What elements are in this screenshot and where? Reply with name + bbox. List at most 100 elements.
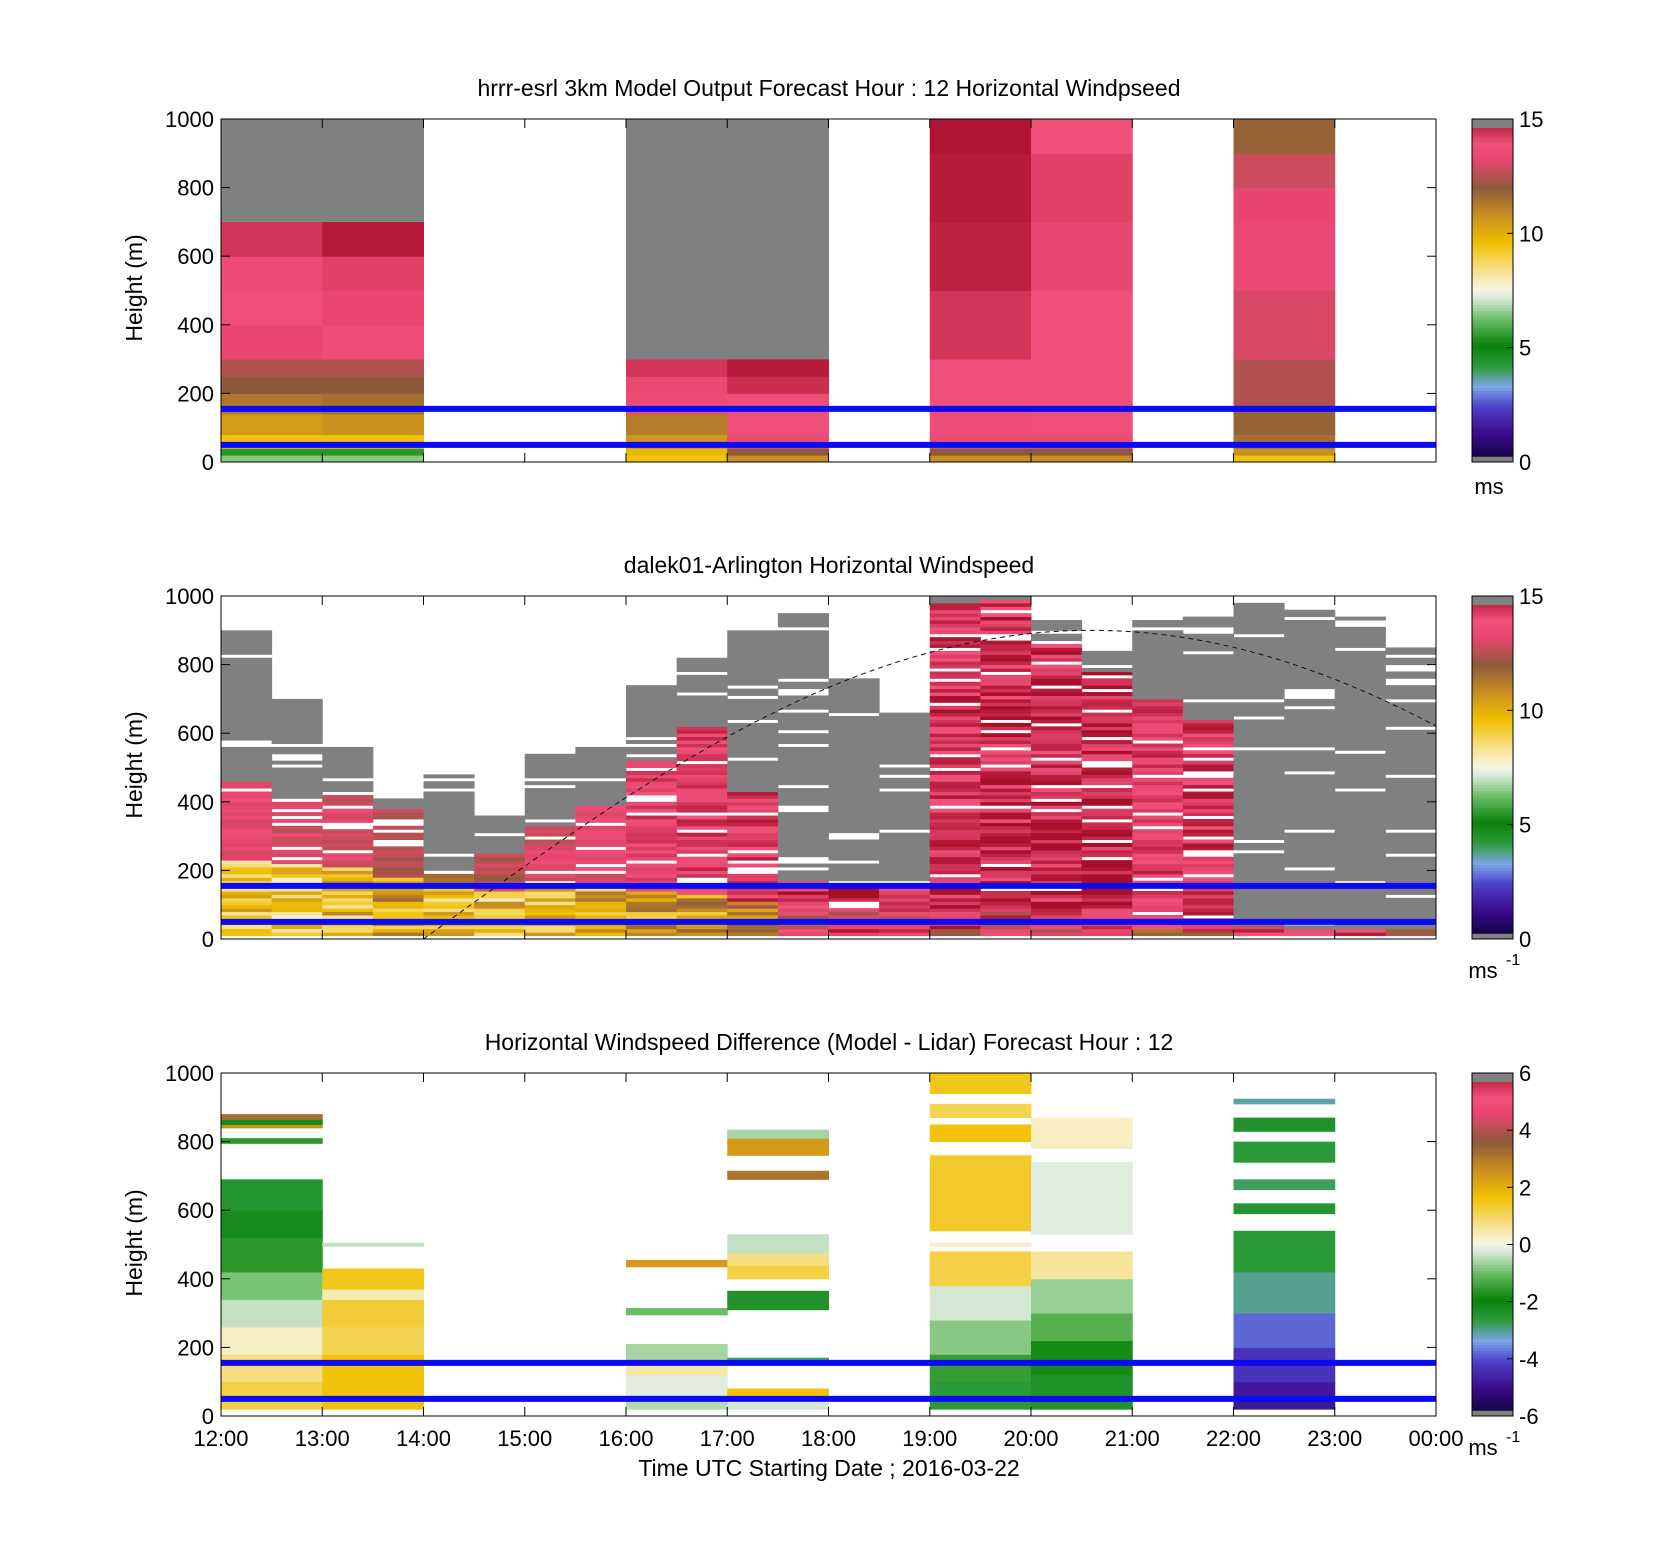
- windspeed-cell: [1233, 784, 1285, 789]
- windspeed-cell: [828, 908, 880, 913]
- windspeed-cell: [1031, 740, 1083, 744]
- windspeed-cell: [271, 774, 323, 779]
- windspeed-cell: [524, 805, 576, 810]
- windspeed-cell: [1233, 760, 1285, 765]
- windspeed-cell: [727, 726, 779, 731]
- windspeed-cell: [676, 825, 728, 830]
- windspeed-cell: [1132, 633, 1184, 638]
- windspeed-cell: [1334, 729, 1386, 734]
- windspeed-cell: [980, 928, 1032, 933]
- windspeed-cell: [474, 911, 526, 916]
- windspeed-cell: [1081, 722, 1133, 727]
- windspeed-cell: [676, 887, 728, 892]
- colorbar-swatch: [1472, 444, 1513, 449]
- windspeed-cell: [1233, 640, 1285, 645]
- difference-cell: [322, 1326, 424, 1355]
- windspeed-cell: [980, 757, 1032, 762]
- colorbar-swatch: [1472, 764, 1513, 768]
- windspeed-cell: [929, 746, 981, 751]
- windspeed-cell: [828, 808, 880, 813]
- windspeed-cell: [929, 863, 981, 868]
- windspeed-cell: [929, 153, 1032, 223]
- windspeed-cell: [1233, 410, 1336, 436]
- colorbar-swatch: [1472, 881, 1513, 886]
- windspeed-cell: [828, 932, 880, 937]
- windspeed-cell: [1031, 925, 1083, 930]
- windspeed-cell: [727, 359, 829, 377]
- windspeed-cell: [727, 856, 779, 861]
- windspeed-cell: [879, 925, 931, 930]
- colorbar-swatch: [1472, 1184, 1513, 1188]
- windspeed-cell: [423, 911, 475, 916]
- windspeed-cell: [1081, 757, 1133, 762]
- windspeed-cell: [1031, 664, 1083, 669]
- y-tick-label: 0: [202, 450, 214, 475]
- windspeed-cell: [474, 866, 526, 871]
- windspeed-cell: [929, 911, 981, 916]
- windspeed-cell: [626, 904, 678, 909]
- windspeed-cell: [474, 860, 526, 865]
- colorbar-swatch: [1472, 124, 1513, 129]
- windspeed-cell: [879, 818, 931, 823]
- windspeed-cell: [676, 801, 728, 806]
- windspeed-cell: [1132, 866, 1184, 871]
- windspeed-cell: [777, 726, 829, 731]
- colorbar-swatch: [1472, 727, 1513, 731]
- difference-cell: [1233, 1271, 1336, 1314]
- colorbar-swatch: [1472, 921, 1513, 926]
- colorbar-tick-label: 4: [1519, 1118, 1531, 1143]
- windspeed-cell: [980, 781, 1032, 786]
- windspeed-cell: [1385, 887, 1437, 892]
- colorbar-swatch: [1472, 199, 1513, 203]
- windspeed-cell: [271, 901, 323, 906]
- windspeed-cell: [1081, 705, 1133, 710]
- colorbar-swatch: [1472, 233, 1513, 237]
- windspeed-cell: [423, 856, 475, 861]
- windspeed-cell: [423, 894, 475, 899]
- windspeed-cell: [575, 897, 627, 902]
- windspeed-cell: [1182, 620, 1234, 624]
- windspeed-cell: [1132, 716, 1184, 720]
- windspeed-cell: [879, 832, 931, 837]
- colorbar-swatch: [1472, 664, 1513, 668]
- windspeed-cell: [727, 698, 779, 703]
- windspeed-cell: [929, 685, 981, 690]
- windspeed-cell: [777, 712, 829, 717]
- windspeed-cell: [575, 760, 627, 765]
- windspeed-cell: [676, 911, 728, 916]
- windspeed-cell: [1233, 815, 1285, 820]
- windspeed-cell: [1081, 767, 1133, 772]
- windspeed-cell: [1182, 616, 1234, 621]
- windspeed-cell: [727, 914, 779, 919]
- windspeed-cell: [1334, 767, 1386, 772]
- colorbar-swatch: [1472, 878, 1513, 883]
- colorbar-swatch: [1472, 804, 1513, 809]
- windspeed-cell: [929, 877, 981, 882]
- windspeed-cell: [575, 774, 627, 779]
- windspeed-cell: [1284, 709, 1336, 714]
- windspeed-cell: [929, 853, 981, 858]
- windspeed-cell: [1385, 805, 1437, 810]
- colorbar-swatch: [1472, 1378, 1513, 1383]
- windspeed-cell: [676, 870, 728, 875]
- colorbar-swatch: [1472, 1170, 1513, 1174]
- colorbar-swatch: [1472, 767, 1513, 771]
- windspeed-cell: [1284, 832, 1336, 837]
- windspeed-cell: [777, 911, 829, 916]
- windspeed-cell: [474, 880, 526, 885]
- windspeed-cell: [1233, 644, 1285, 648]
- windspeed-cell: [271, 777, 323, 782]
- windspeed-cell: [1031, 791, 1083, 796]
- windspeed-cell: [271, 825, 323, 830]
- colorbar-swatch: [1472, 1198, 1513, 1203]
- windspeed-cell: [524, 904, 576, 909]
- difference-cell: [929, 1319, 1032, 1355]
- windspeed-cell: [1334, 774, 1386, 779]
- windspeed-cell: [828, 702, 880, 707]
- windspeed-cell: [1284, 640, 1336, 645]
- windspeed-cell: [777, 818, 829, 823]
- windspeed-cell: [1385, 777, 1437, 782]
- windspeed-cell: [1233, 455, 1336, 463]
- colorbar-swatch: [1472, 367, 1513, 372]
- windspeed-cell: [1385, 842, 1437, 847]
